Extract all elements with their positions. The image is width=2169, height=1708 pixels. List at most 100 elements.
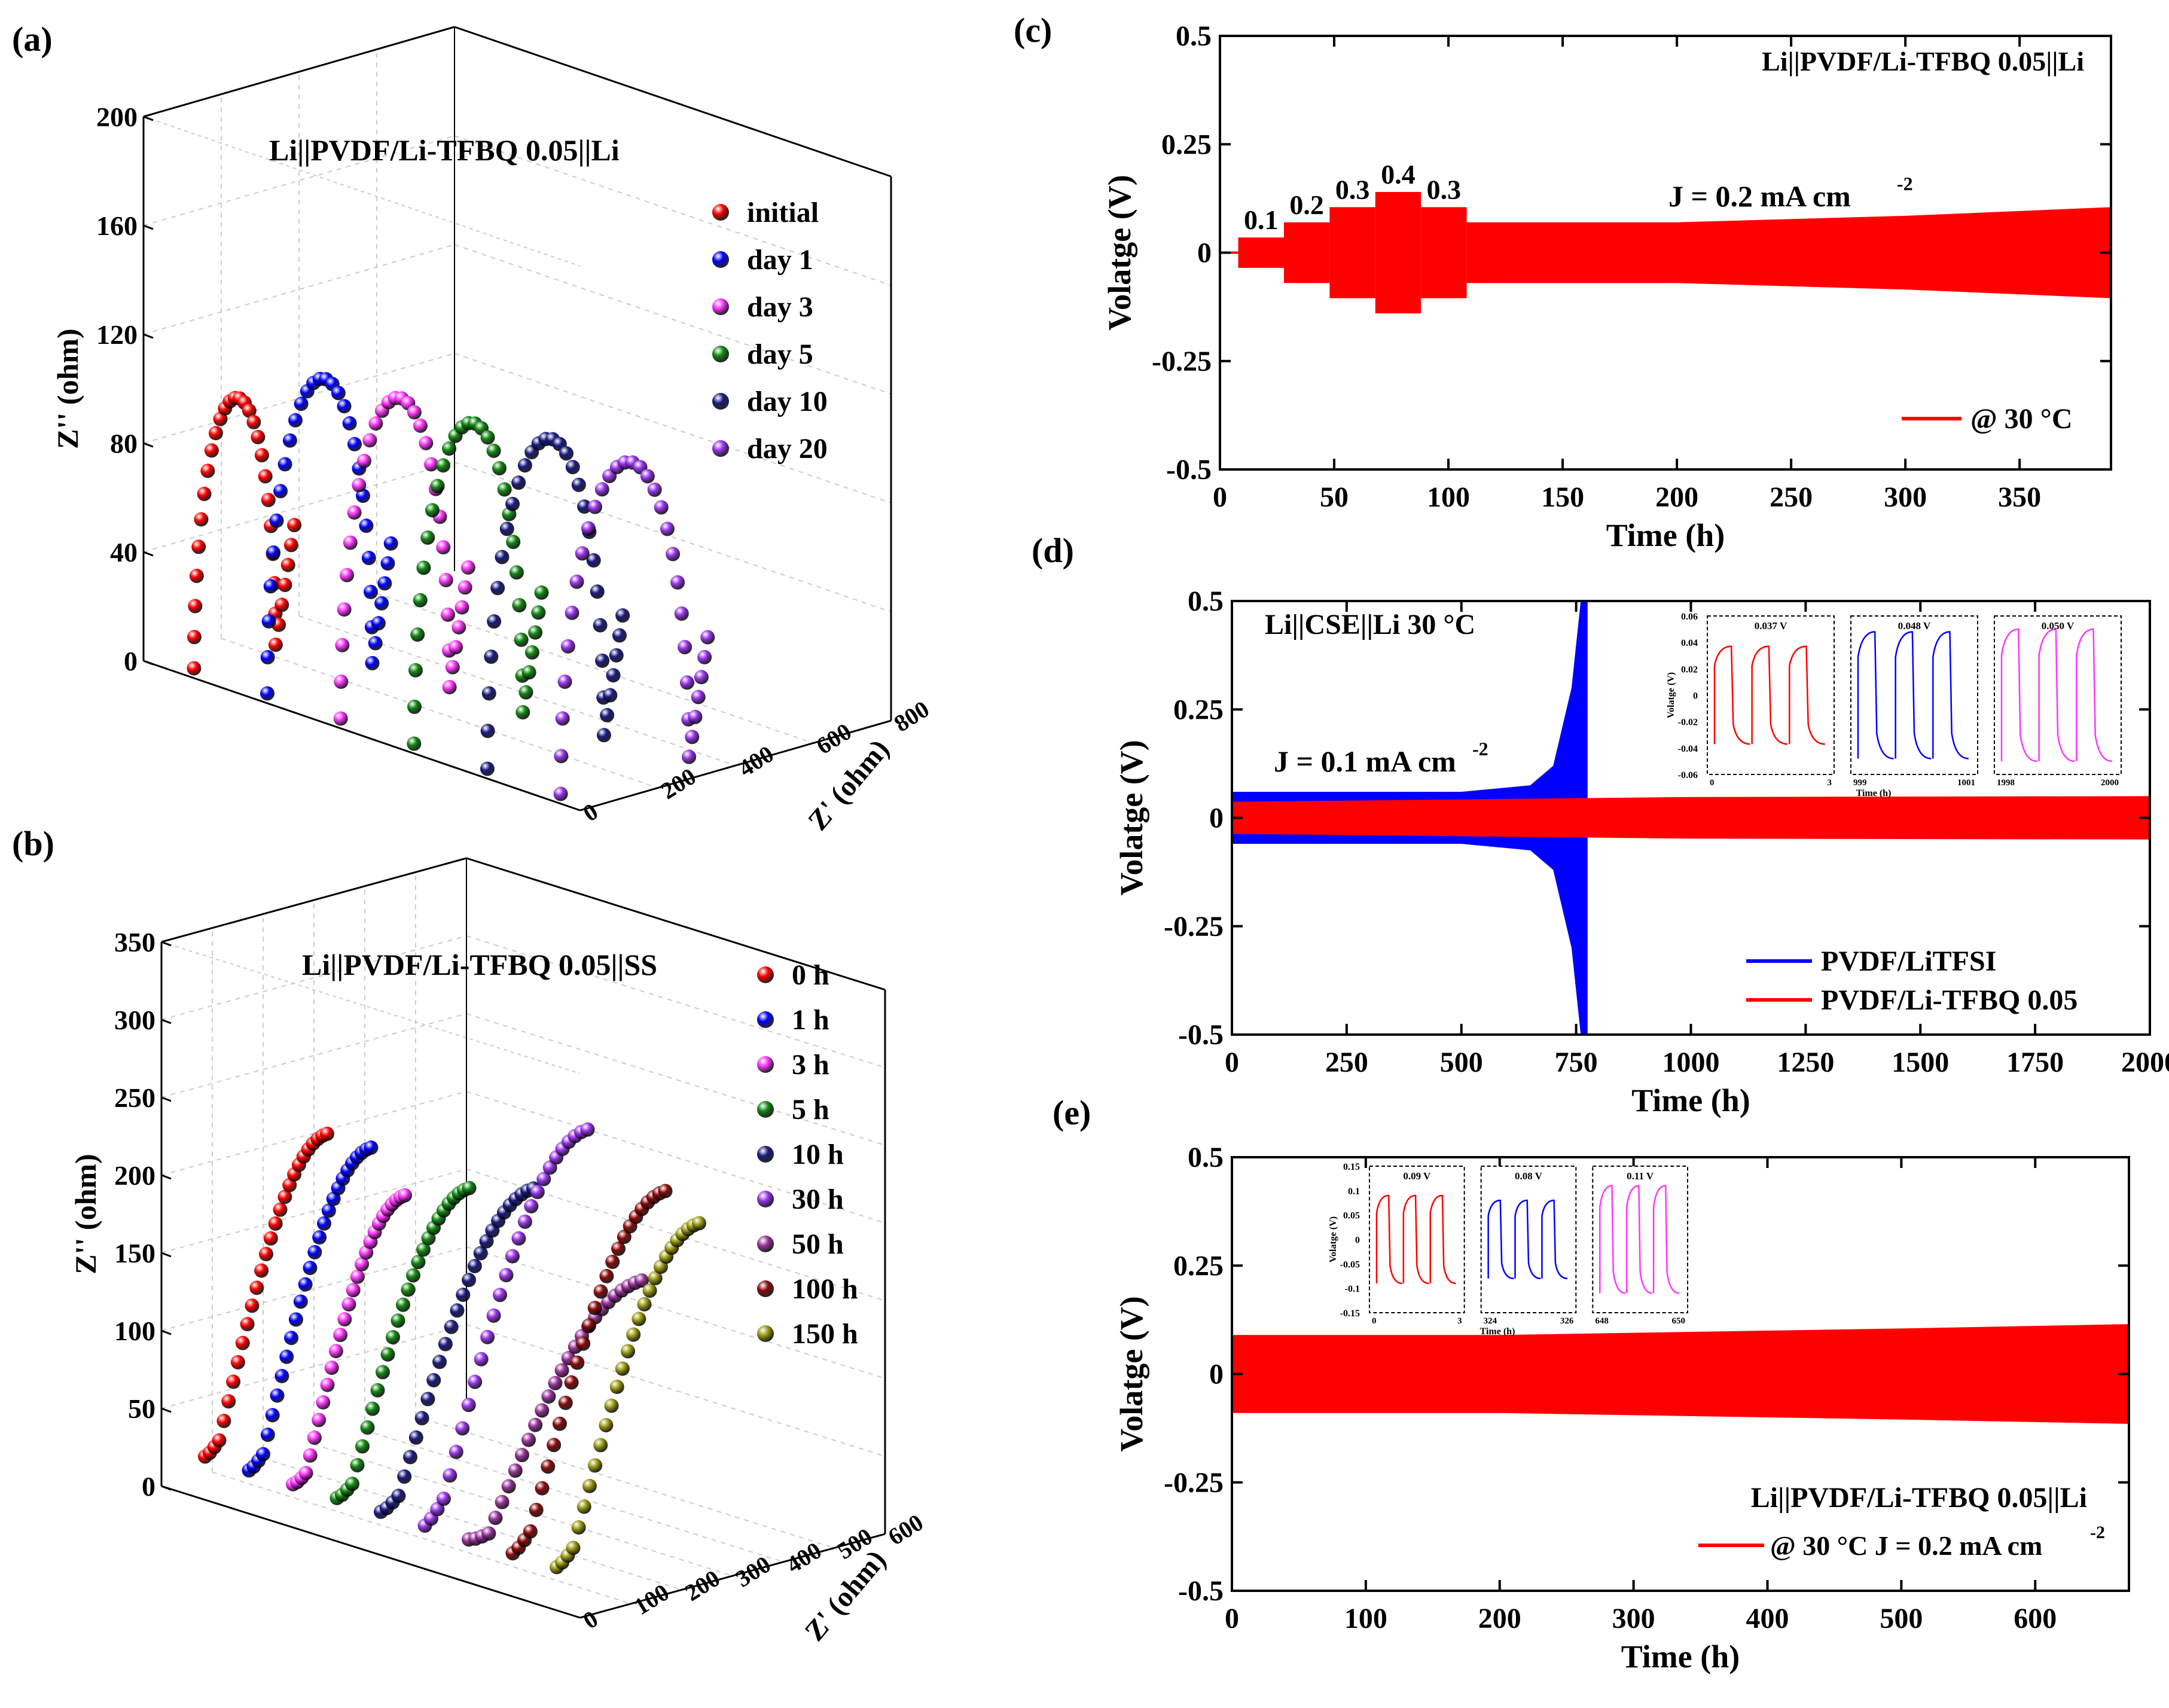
data-point bbox=[320, 1126, 334, 1141]
grid-line-back bbox=[466, 1246, 886, 1379]
legend-label: 3 h bbox=[792, 1049, 829, 1081]
data-point bbox=[216, 1414, 231, 1429]
data-point bbox=[557, 674, 572, 689]
x-tick-label: 50 bbox=[1320, 481, 1349, 513]
inset-voltage-curve bbox=[1857, 631, 1969, 760]
data-point bbox=[442, 680, 457, 694]
z-tick-label: 50 bbox=[128, 1393, 155, 1424]
data-point bbox=[283, 538, 298, 553]
data-point bbox=[582, 1318, 596, 1333]
data-point bbox=[355, 1439, 370, 1454]
data-point bbox=[480, 1329, 495, 1344]
panel-label-e: (e) bbox=[1053, 1093, 1091, 1132]
data-point bbox=[331, 386, 346, 401]
legend-label: initial bbox=[747, 197, 819, 228]
z-tick bbox=[143, 224, 154, 230]
data-point bbox=[530, 1185, 545, 1200]
data-point bbox=[609, 648, 624, 663]
box-top-front bbox=[161, 941, 581, 1074]
data-point bbox=[303, 1448, 318, 1463]
x-tick-label: 1500 bbox=[1892, 1047, 1949, 1078]
data-point bbox=[495, 1494, 510, 1509]
axis-top-left bbox=[161, 857, 467, 943]
data-point bbox=[343, 535, 358, 550]
x-tick-label: 350 bbox=[1998, 481, 2041, 513]
plot-area bbox=[1232, 601, 2150, 1035]
data-point bbox=[697, 649, 712, 664]
data-point bbox=[609, 1379, 624, 1394]
data-point bbox=[235, 1335, 250, 1350]
data-point bbox=[486, 443, 501, 458]
data-point bbox=[570, 1355, 585, 1370]
grid-line-back bbox=[466, 1013, 886, 1146]
data-point bbox=[361, 551, 376, 566]
y-tick-label: -0.5 bbox=[1178, 1019, 1224, 1051]
data-point bbox=[258, 469, 273, 484]
x-tick-label: 0 bbox=[1225, 1603, 1239, 1634]
data-point bbox=[541, 1459, 556, 1474]
y-tick-label: 0.5 bbox=[1176, 20, 1212, 52]
data-point bbox=[307, 1431, 322, 1445]
panel-label-b: (b) bbox=[12, 824, 54, 863]
data-point bbox=[189, 568, 204, 583]
data-point bbox=[700, 630, 715, 645]
data-point bbox=[473, 1246, 488, 1261]
data-point bbox=[346, 1283, 361, 1298]
data-point bbox=[245, 1298, 260, 1313]
inset-y-tick-label: -0.1 bbox=[1345, 1284, 1360, 1294]
data-point bbox=[576, 1336, 591, 1351]
inset-y-tick-label: 0 bbox=[1693, 691, 1698, 702]
step-label: 0.2 bbox=[1289, 190, 1324, 220]
data-point bbox=[407, 405, 422, 420]
data-point bbox=[328, 1344, 343, 1359]
rate-step-band bbox=[1283, 222, 1330, 283]
data-point bbox=[528, 1417, 543, 1432]
data-point bbox=[449, 640, 463, 655]
data-point bbox=[547, 1438, 562, 1453]
data-point bbox=[337, 1312, 352, 1327]
x-tick-label: 100 bbox=[1344, 1603, 1387, 1634]
legend-label: 1 h bbox=[792, 1004, 829, 1036]
grid-line-back bbox=[466, 1091, 886, 1224]
data-point bbox=[577, 499, 592, 514]
data-point bbox=[679, 675, 694, 690]
data-point bbox=[521, 1432, 536, 1447]
inset-y-tick-label: -0.02 bbox=[1678, 718, 1698, 728]
data-point bbox=[380, 556, 395, 571]
inset-y-label: Volatge (V) bbox=[1666, 672, 1676, 718]
x-tick-label: 500 bbox=[1440, 1047, 1483, 1078]
y-tick-label: 0 bbox=[1209, 803, 1224, 834]
grid-line-back bbox=[466, 1169, 886, 1301]
data-point bbox=[590, 584, 605, 599]
axis-right-floor bbox=[579, 1533, 886, 1619]
data-point bbox=[340, 568, 355, 582]
data-point bbox=[454, 600, 469, 615]
grid-line-floor bbox=[212, 1471, 632, 1605]
legend-sup: -2 bbox=[2090, 1523, 2105, 1542]
data-point bbox=[212, 1433, 227, 1448]
data-point bbox=[368, 636, 383, 651]
x-axis-label: Time (h) bbox=[1606, 517, 1725, 553]
z-tick-label: 0 bbox=[124, 646, 138, 676]
current-density-annotation: J = 0.2 mA cm bbox=[1668, 179, 1851, 213]
grid-line-back bbox=[454, 244, 892, 395]
x-tick-label: 2000 bbox=[2121, 1047, 2169, 1078]
series-initial bbox=[187, 391, 302, 676]
data-point bbox=[654, 500, 669, 515]
legend-label: @ 30 °C J = 0.2 mA cm bbox=[1770, 1530, 2042, 1561]
y-axis-label: Volatge (V) bbox=[1102, 175, 1137, 330]
data-point bbox=[355, 1256, 370, 1271]
data-point bbox=[269, 513, 284, 528]
axis-top-left bbox=[143, 26, 455, 118]
data-point bbox=[425, 503, 440, 518]
data-point bbox=[555, 711, 570, 726]
data-point bbox=[221, 1394, 236, 1409]
vertical-axis-label: Z'' (ohm) bbox=[51, 328, 84, 449]
chart-d-voltage-comparison: 0.50.250-0.25-0.50 250 500 750 1000 1250 1500 1… bbox=[1114, 585, 2169, 1118]
chart-title: Li||PVDF/Li-TFBQ 0.05||Li bbox=[269, 133, 620, 167]
rate-step-band bbox=[1421, 207, 1467, 298]
panel-label-d: (d) bbox=[1032, 531, 1074, 570]
data-point bbox=[443, 1468, 457, 1483]
data-point bbox=[251, 429, 266, 444]
data-point bbox=[559, 446, 574, 461]
